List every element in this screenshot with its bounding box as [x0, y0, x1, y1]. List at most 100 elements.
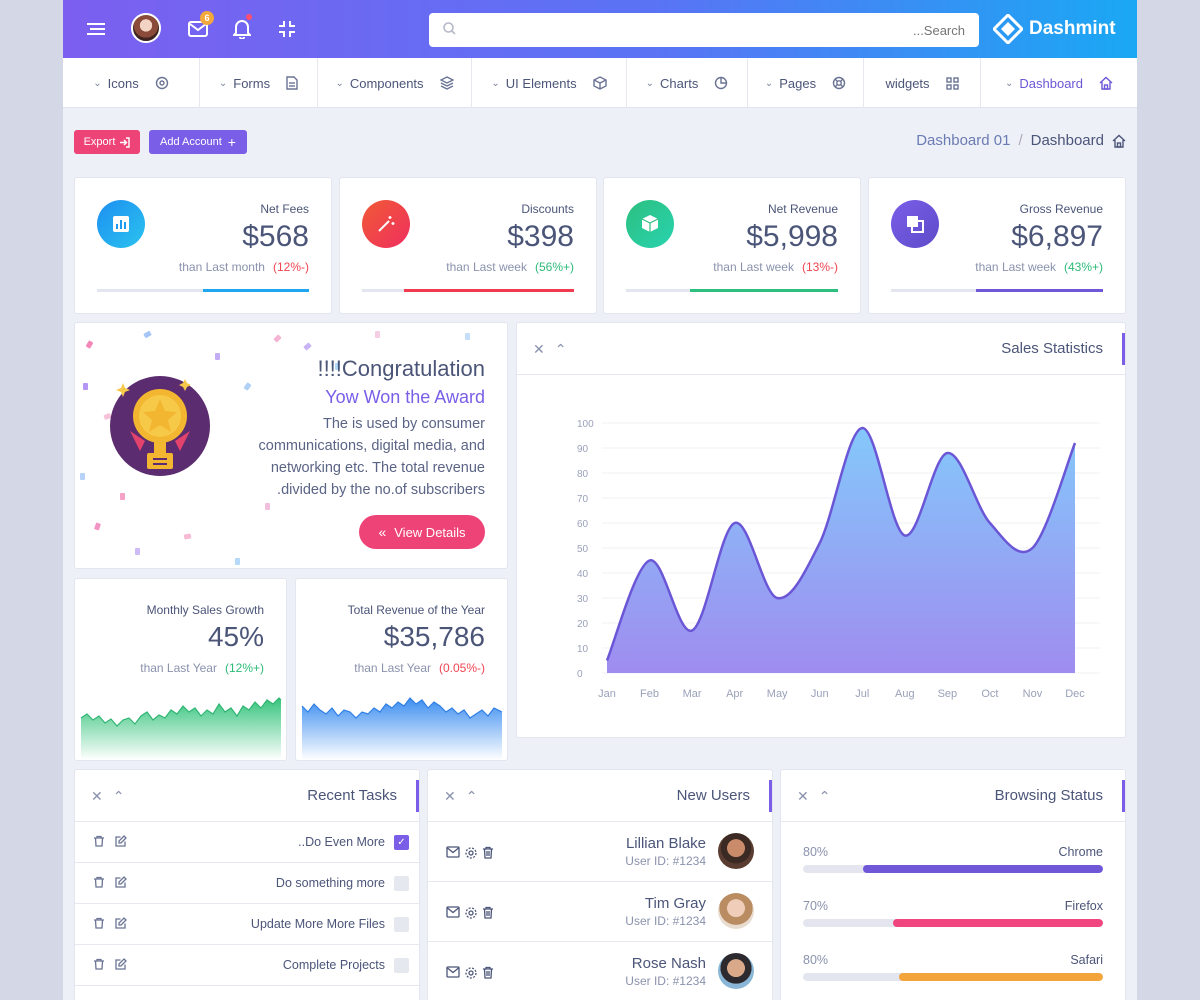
total-sub: than Last Year (0.05%-)	[354, 661, 485, 675]
close-icon[interactable]: ✕	[797, 788, 809, 804]
task-text: ..Do Even More	[298, 835, 385, 849]
stat-card-gross-revenue: Gross Revenue $6,897 than Last week (43%+…	[868, 177, 1126, 314]
sales-statistics-panel: ✕ ⌃ Sales Statistics 0 10 20 30 40 50 60 70 80 90 1…	[516, 322, 1126, 738]
export-button[interactable]: Export	[74, 130, 140, 154]
congratulation-card: !!!!Congratulation Yow Won the Award The…	[74, 322, 508, 569]
y-tick-label: 30	[577, 594, 589, 605]
user-id: User ID: #1234	[625, 974, 706, 988]
browser-stat-chrome: 80% Chrome	[803, 845, 1103, 885]
gear-icon[interactable]	[464, 846, 478, 860]
panel-header: ✕ ⌃ Recent Tasks	[75, 770, 419, 822]
bell-icon[interactable]	[227, 14, 257, 44]
user-name: Lillian Blake	[625, 835, 706, 852]
nav-item-widgets[interactable]: widgets	[864, 58, 981, 108]
close-icon[interactable]: ✕	[533, 341, 545, 357]
app-frame: 6 Dashmint ⌄ Icons ⌄ Forms	[63, 0, 1137, 1000]
task-checkbox[interactable]	[394, 958, 409, 973]
brand-logo[interactable]: Dashmint	[993, 14, 1116, 44]
trash-icon[interactable]	[482, 846, 494, 859]
panel-header: ✕ ⌃ Sales Statistics	[517, 323, 1125, 375]
nav-item-charts[interactable]: ⌄ Charts	[627, 58, 748, 108]
edit-icon[interactable]	[115, 835, 127, 847]
menu-icon[interactable]	[81, 14, 111, 44]
panel-header: ✕ ⌃ Browsing Status	[781, 770, 1125, 822]
breadcrumb-current: Dashboard	[1030, 132, 1104, 149]
nav-item-forms[interactable]: ⌄ Forms	[200, 58, 318, 108]
search-input[interactable]	[429, 13, 979, 47]
task-text: Complete Projects	[282, 958, 385, 972]
bar-chart-icon	[97, 200, 145, 248]
mail-icon[interactable]	[446, 846, 460, 858]
sales-line	[605, 426, 1077, 661]
mail-icon[interactable]	[446, 906, 460, 918]
task-checkbox[interactable]	[394, 917, 409, 932]
close-icon[interactable]: ✕	[91, 788, 103, 804]
nav-item-pages[interactable]: ⌄ Pages	[748, 58, 864, 108]
edit-icon[interactable]	[115, 917, 127, 929]
user-id: User ID: #1234	[625, 914, 706, 928]
edit-icon[interactable]	[115, 876, 127, 888]
browser-percent: 80%	[803, 845, 829, 859]
user-row: Tim Gray User ID: #1234	[428, 882, 772, 942]
chevron-up-icon[interactable]: ⌃	[818, 788, 831, 804]
gear-icon[interactable]	[464, 966, 478, 980]
breadcrumb-link[interactable]: Dashboard 01	[916, 132, 1011, 149]
browser-name: Chrome	[1058, 845, 1103, 859]
stat-label: Gross Revenue	[1019, 202, 1103, 216]
magic-wand-icon	[362, 200, 410, 248]
congrats-subtitle: Yow Won the Award	[325, 387, 485, 407]
trash-icon[interactable]	[93, 835, 105, 847]
lifebuoy-icon	[832, 76, 846, 90]
nav-item-dashboard[interactable]: ⌄ Dashboard	[981, 58, 1137, 108]
browser-progress	[803, 865, 1103, 873]
user-name: Rose Nash	[631, 955, 706, 972]
trophy-icon	[110, 376, 210, 476]
chevron-up-icon[interactable]: ⌃	[112, 788, 125, 804]
nav-item-ui-elements[interactable]: ⌄ UI Elements	[472, 58, 627, 108]
close-icon[interactable]: ✕	[444, 788, 456, 804]
total-revenue-card: Total Revenue of the Year $35,786 than L…	[295, 578, 508, 761]
panel-accent	[1122, 333, 1125, 365]
stat-sub: than Last week (13%-)	[713, 260, 838, 274]
y-tick-label: 80	[577, 469, 589, 480]
grid-icon	[945, 76, 959, 90]
browser-percent: 80%	[803, 953, 829, 967]
monthly-value: 45%	[207, 621, 264, 652]
total-value: $35,786	[383, 621, 485, 652]
task-checkbox[interactable]: ✓	[394, 835, 409, 850]
new-users-panel: ✕ ⌃ New Users Lillian Blake User ID: #123…	[427, 769, 773, 1000]
x-tick-label: Feb	[640, 688, 659, 700]
trash-icon[interactable]	[482, 966, 494, 979]
trash-icon[interactable]	[93, 958, 105, 970]
gear-icon[interactable]	[464, 906, 478, 920]
y-tick-label: 50	[577, 544, 589, 555]
user-avatar[interactable]	[131, 13, 161, 43]
x-tick-label: Jun	[811, 688, 829, 700]
fullscreen-exit-icon[interactable]	[272, 14, 302, 44]
task-row: Complete Projects	[75, 945, 419, 986]
monthly-sub: than Last Year (12%+)	[140, 661, 264, 675]
mail-icon[interactable]	[446, 966, 460, 978]
brand-icon	[993, 14, 1023, 44]
add-account-button[interactable]: Add Account +	[149, 130, 247, 154]
user-row: Lillian Blake User ID: #1234	[428, 822, 772, 882]
chevron-down-icon: ⌄	[1005, 77, 1014, 89]
task-checkbox[interactable]	[394, 876, 409, 891]
search-icon	[443, 22, 456, 40]
task-row: Update More More Files	[75, 904, 419, 945]
nav-item-icons[interactable]: ⌄ Icons	[63, 58, 200, 108]
nav-item-components[interactable]: ⌄ Components	[318, 58, 472, 108]
chevron-up-icon[interactable]: ⌃	[465, 788, 478, 804]
trash-icon[interactable]	[93, 876, 105, 888]
mail-icon[interactable]	[183, 14, 213, 44]
sign-in-icon	[120, 136, 131, 148]
trash-icon[interactable]	[93, 917, 105, 929]
view-details-button[interactable]: « View Details	[359, 515, 485, 549]
trash-icon[interactable]	[482, 906, 494, 919]
y-tick-label: 70	[577, 494, 589, 505]
x-tick-label: Jan	[598, 688, 616, 700]
edit-icon[interactable]	[115, 958, 127, 970]
panel-title: Sales Statistics	[1001, 340, 1103, 357]
y-tick-label: 100	[577, 419, 594, 430]
chevron-up-icon[interactable]: ⌃	[554, 341, 567, 357]
